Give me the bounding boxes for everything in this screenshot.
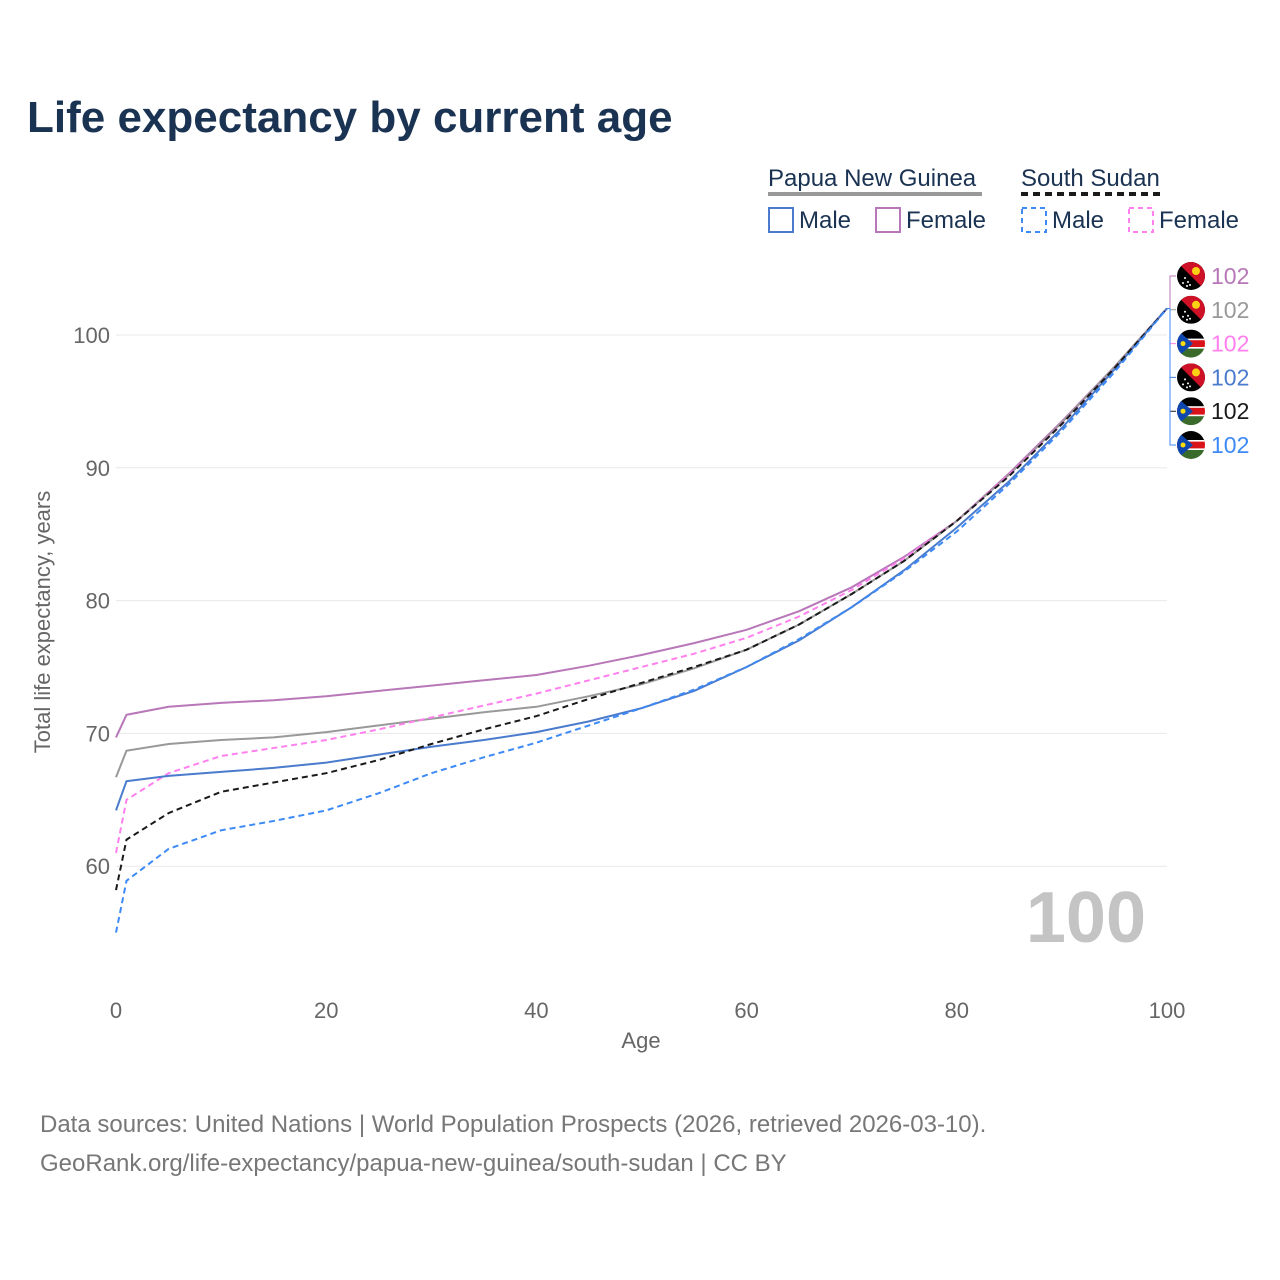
legend-swatch	[875, 207, 901, 233]
stripe-white	[1177, 414, 1205, 417]
end-value-label: 102	[1211, 297, 1249, 323]
bird-of-paradise	[1192, 267, 1200, 275]
series-line-papua-new-guinea-female	[115, 307, 1168, 738]
legend-country-label: South Sudan	[1021, 165, 1160, 192]
gridlines	[116, 334, 1167, 867]
star	[1189, 317, 1191, 320]
y-tick-label: 80	[86, 589, 110, 614]
star	[1187, 314, 1189, 317]
series-line-papua-new-guinea	[115, 307, 1168, 778]
series-line-south-sudan-male	[115, 307, 1168, 933]
y-tick-label: 60	[86, 854, 110, 879]
y-tick-label: 90	[86, 456, 110, 481]
end-value-label: 102	[1211, 364, 1249, 390]
end-value-label: 102	[1211, 263, 1249, 289]
x-tick-label: 40	[524, 998, 548, 1023]
bird-of-paradise	[1192, 300, 1200, 309]
y-axis-label: Total life expectancy, years	[30, 491, 55, 754]
chart-title: Life expectancy by current age	[27, 93, 673, 142]
flag-star	[1180, 442, 1186, 448]
star	[1186, 386, 1188, 389]
legend-item-label: Female	[1159, 207, 1239, 234]
papua-new-guinea-flag-icon	[1177, 295, 1205, 324]
x-tick-label: 20	[314, 998, 338, 1023]
stripe-white	[1177, 448, 1205, 450]
stripe-white	[1177, 406, 1205, 408]
star	[1182, 315, 1184, 318]
star	[1189, 284, 1191, 286]
legend-item-label: Male	[799, 207, 851, 234]
south-sudan-flag-icon	[1177, 329, 1205, 358]
stripe-white	[1177, 347, 1205, 349]
end-value-label: 102	[1211, 432, 1249, 458]
end-label-connector	[1167, 275, 1176, 309]
stripe-white	[1177, 338, 1205, 341]
star	[1187, 382, 1189, 385]
star	[1187, 281, 1189, 283]
current-age-indicator: 100	[1026, 878, 1146, 958]
x-tick-label: 60	[734, 998, 758, 1023]
stripe-black	[1177, 329, 1205, 340]
flag-star	[1180, 408, 1186, 414]
bird-of-paradise	[1192, 368, 1200, 377]
star	[1184, 310, 1186, 313]
star	[1186, 285, 1188, 287]
end-value-label: 102	[1211, 331, 1249, 357]
star	[1186, 318, 1188, 321]
y-tick-label: 100	[73, 323, 110, 348]
stripe-green	[1177, 449, 1205, 459]
star	[1182, 282, 1184, 284]
end-label-connector	[1167, 307, 1176, 378]
star	[1184, 378, 1186, 381]
end-label-connector	[1167, 307, 1176, 345]
papua-new-guinea-flag-icon	[1177, 262, 1205, 290]
legend: Papua New Guinea Male Female South Sudan Mal…	[768, 165, 1239, 234]
papua-new-guinea-flag-icon	[1177, 363, 1205, 392]
stripe-green	[1177, 415, 1205, 426]
star	[1182, 383, 1184, 386]
star	[1184, 277, 1186, 279]
x-tick-label: 100	[1149, 998, 1186, 1023]
stripe-black	[1177, 431, 1205, 441]
legend-item-label: Male	[1052, 207, 1104, 234]
flag-star	[1180, 341, 1186, 347]
stripe-black	[1177, 397, 1205, 408]
end-label-connector	[1167, 307, 1176, 412]
stripe-green	[1177, 347, 1205, 358]
series-lines	[115, 307, 1168, 933]
series-line-papua-new-guinea-male	[115, 307, 1168, 811]
x-axis-label: Age	[621, 1028, 660, 1053]
y-axis-ticks: 60 70 80 90 100	[73, 323, 110, 879]
y-tick-label: 70	[86, 721, 110, 746]
end-value-label: 102	[1211, 398, 1249, 424]
source-line-2[interactable]: GeoRank.org/life-expectancy/papua-new-gu…	[40, 1150, 787, 1177]
x-axis-ticks: 0 20 40 60 80 100	[110, 998, 1185, 1023]
legend-country-label: Papua New Guinea	[768, 165, 977, 192]
series-line-south-sudan	[115, 307, 1168, 891]
south-sudan-flag-icon	[1177, 431, 1205, 459]
legend-swatch	[1021, 207, 1047, 233]
end-labels: 102 102 102 102 102 102	[1167, 262, 1249, 459]
legend-swatch	[768, 207, 794, 233]
star	[1189, 385, 1191, 388]
x-tick-label: 80	[945, 998, 969, 1023]
series-line-south-sudan-female	[115, 307, 1168, 854]
stripe-white	[1177, 440, 1205, 442]
south-sudan-flag-icon	[1177, 397, 1205, 426]
legend-swatch	[1128, 207, 1154, 233]
x-tick-label: 0	[110, 998, 122, 1023]
legend-item-label: Female	[906, 207, 986, 234]
end-label-connector	[1167, 307, 1176, 446]
source-line-1: Data sources: United Nations | World Pop…	[40, 1111, 986, 1138]
